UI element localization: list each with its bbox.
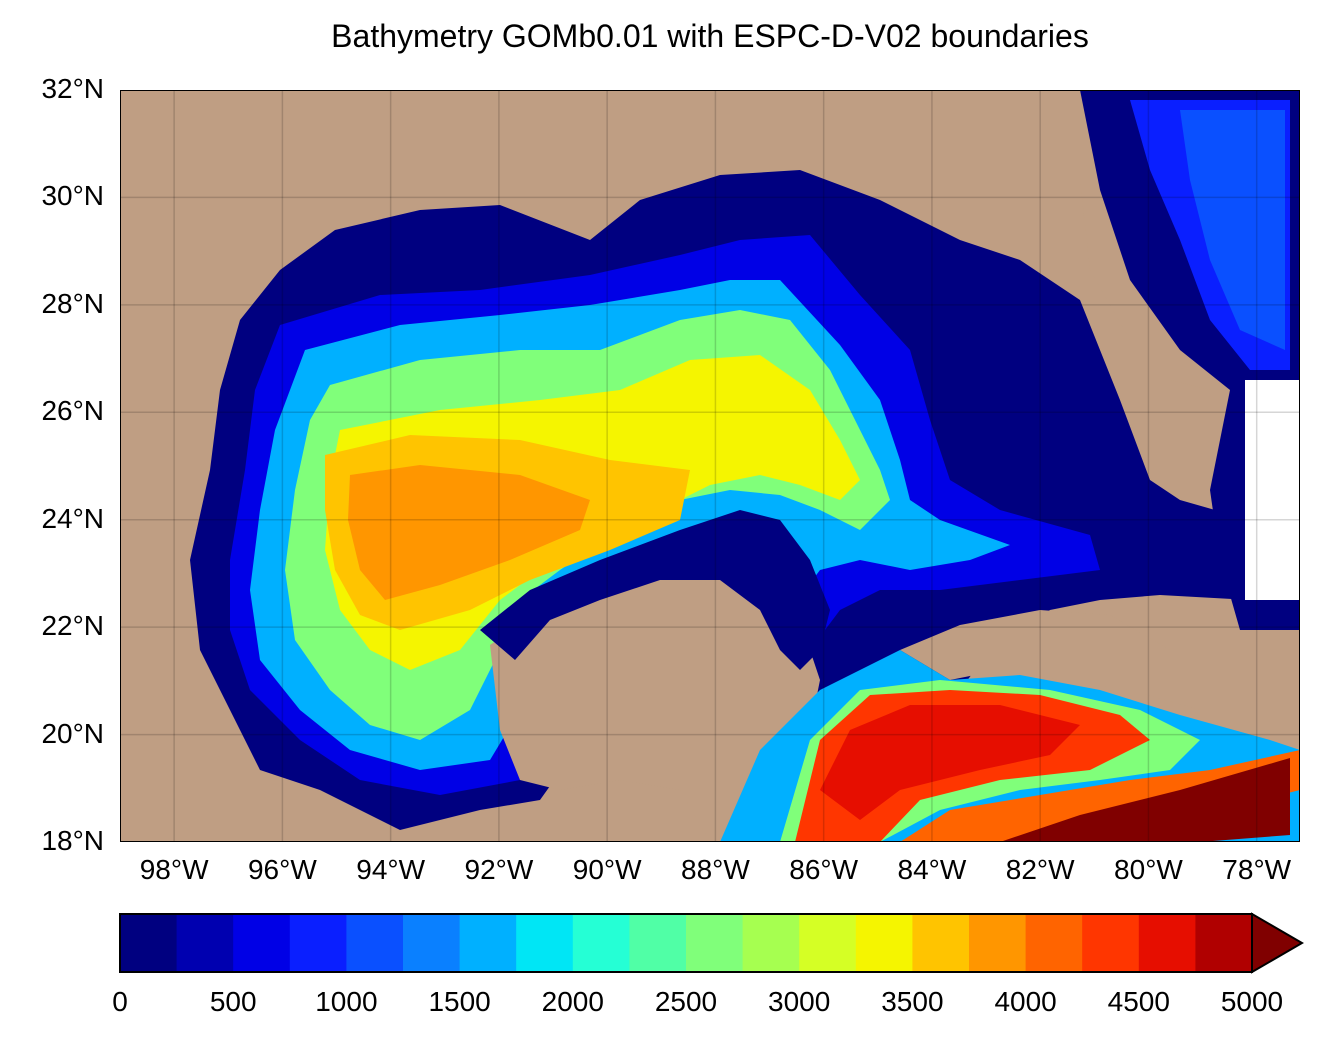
lon-tick-label: 78°W <box>1222 854 1292 885</box>
colorbar-swatch <box>516 914 574 972</box>
gulf-basin <box>190 170 1250 830</box>
lon-tick-label: 80°W <box>1114 854 1183 885</box>
lon-tick-label: 96°W <box>247 854 317 885</box>
colorbar-swatch <box>1025 914 1083 972</box>
colorbar-extend-arrow <box>1251 912 1304 974</box>
colorbar-swatch <box>1195 914 1253 972</box>
colorbar-swatch <box>1138 914 1196 972</box>
colorbar-swatch <box>686 914 744 972</box>
gulf-4000 <box>348 465 590 600</box>
colorbar-border <box>119 913 1253 973</box>
lat-tick-label: 26°N <box>41 395 104 427</box>
cuba-land <box>900 610 1300 750</box>
colorbar-swatch <box>742 914 800 972</box>
colorbar-tick-label: 3500 <box>881 986 944 1017</box>
colorbar-swatch <box>629 914 687 972</box>
colorbar-swatch <box>572 914 630 972</box>
colorbar-swatch <box>799 914 857 972</box>
lon-tick-label: 86°W <box>789 854 859 885</box>
lat-tick-label: 30°N <box>41 180 104 212</box>
map-gridlines <box>120 90 1300 842</box>
colorbar-tick-label: 2500 <box>654 986 718 1017</box>
lat-tick-label: 32°N <box>41 73 104 104</box>
campeche-bank <box>480 510 830 670</box>
colorbar-tick-label: 5000 <box>1220 986 1284 1017</box>
lon-tick-label: 88°W <box>681 854 750 885</box>
lat-tick-label: 18°N <box>41 825 104 856</box>
colorbar-tick-label: 3000 <box>768 986 831 1017</box>
bathymetry-map <box>120 90 1300 842</box>
colorbar-swatch <box>176 914 234 972</box>
colorbar <box>119 912 1304 974</box>
colorbar-tick-label: 4500 <box>1107 986 1170 1017</box>
lat-tick-label: 20°N <box>41 717 104 749</box>
colorbar-swatch <box>346 914 404 972</box>
colorbar-tick-label: 1000 <box>315 986 378 1017</box>
lat-tick-label: 28°N <box>41 287 104 319</box>
lon-tick-label: 94°W <box>356 854 426 885</box>
colorbar-tick-label: 1500 <box>428 986 491 1017</box>
colorbar-tick-label: 4000 <box>994 986 1057 1017</box>
yucatan-land <box>490 560 820 842</box>
colorbar-swatch <box>855 914 913 972</box>
atlantic-basin <box>1080 90 1300 630</box>
caribbean-basin <box>720 650 1300 842</box>
colorbar-tick-label: 500 <box>209 986 257 1017</box>
colorbar-tick-label: 2000 <box>541 986 604 1017</box>
colorbar-swatch <box>120 914 178 972</box>
lon-tick-label: 90°W <box>572 854 642 885</box>
lon-tick-label: 98°W <box>139 854 209 885</box>
colorbar-swatch <box>459 914 517 972</box>
lon-tick-label: 82°W <box>1005 854 1075 885</box>
chart-title: Bathymetry GOMb0.01 with ESPC-D-V02 boun… <box>331 18 1089 54</box>
lat-tick-label: 22°N <box>41 610 104 642</box>
lon-tick-label: 84°W <box>897 854 967 885</box>
colorbar-swatch <box>1082 914 1140 972</box>
colorbar-swatch <box>912 914 970 972</box>
lat-tick-label: 24°N <box>41 502 104 534</box>
colorbar-swatch <box>403 914 461 972</box>
colorbar-swatch <box>969 914 1027 972</box>
colorbar-swatch <box>233 914 291 972</box>
lon-tick-label: 92°W <box>464 854 534 885</box>
colorbar-swatch <box>289 914 347 972</box>
colorbar-tick-label: 0 <box>112 986 128 1017</box>
